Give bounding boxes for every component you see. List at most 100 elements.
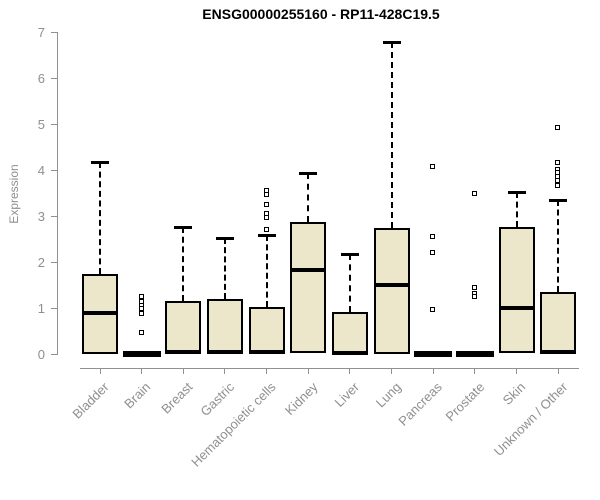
upper-whisker: [307, 173, 310, 222]
upper-whisker: [557, 199, 560, 292]
upper-whisker: [182, 227, 185, 302]
outlier-point: [263, 226, 269, 232]
outlier-point: [138, 293, 144, 299]
x-tick-label: Prostate: [442, 379, 487, 425]
x-tick-label: Hematopoietic cells: [188, 379, 279, 470]
outlier-point: [263, 187, 269, 193]
outlier-point: [471, 293, 477, 299]
box-Hematopoietic cells: [248, 307, 285, 354]
upper-whisker: [99, 162, 101, 274]
outlier-point: [471, 190, 477, 196]
collapsed-box-Prostate: [455, 351, 494, 357]
y-tick-label: 1: [37, 301, 45, 316]
chart-title: ENSG00000255160 - RP11-428C19.5: [202, 6, 440, 22]
box-Gastric: [206, 298, 243, 354]
x-tick-label: Liver: [331, 379, 362, 410]
y-tick: [51, 261, 57, 263]
collapsed-box-Brain: [122, 351, 161, 357]
upper-whisker-cap: [215, 237, 234, 241]
outlier-point: [263, 201, 269, 207]
upper-whisker-cap: [340, 253, 359, 257]
x-tick-label: Gastric: [197, 379, 237, 420]
outlier-point: [263, 215, 269, 221]
outlier-point: [555, 183, 561, 189]
x-tick: [141, 368, 143, 374]
median-line: [290, 267, 327, 272]
outlier-point: [263, 192, 269, 198]
box-Lung: [373, 227, 410, 354]
outlier-point: [138, 329, 144, 335]
y-tick-label: 3: [37, 209, 45, 224]
median-line: [206, 350, 243, 355]
x-tick: [391, 368, 393, 374]
upper-whisker: [348, 254, 351, 313]
outlier-point: [430, 234, 436, 240]
upper-whisker: [223, 238, 226, 299]
x-tick: [266, 368, 268, 374]
box-Skin: [498, 227, 535, 354]
x-tick: [516, 368, 518, 374]
outlier-point: [430, 306, 436, 312]
outlier-point: [430, 249, 436, 255]
x-tick: [474, 368, 476, 374]
collapsed-box-Pancreas: [414, 351, 453, 357]
outlier-point: [471, 285, 477, 291]
y-tick: [51, 215, 57, 217]
upper-whisker-cap: [174, 226, 193, 230]
y-tick-label: 2: [37, 255, 45, 270]
box-Liver: [331, 312, 368, 354]
x-tick: [307, 368, 309, 374]
x-tick-label: Bladder: [69, 379, 112, 422]
x-tick-label: Kidney: [281, 379, 321, 419]
x-tick: [99, 368, 101, 374]
y-tick-label: 5: [37, 117, 45, 132]
outlier-point: [555, 178, 561, 184]
upper-whisker: [390, 42, 393, 228]
outlier-point: [263, 210, 269, 216]
median-line: [82, 311, 118, 316]
median-line: [165, 350, 202, 355]
y-tick: [51, 353, 57, 355]
upper-whisker-cap: [549, 198, 568, 202]
x-tick: [432, 368, 434, 374]
upper-whisker-cap: [91, 161, 109, 165]
y-axis-line: [57, 32, 58, 355]
x-tick-label: Breast: [158, 379, 196, 417]
outlier-point: [430, 163, 436, 169]
x-tick: [182, 368, 184, 374]
median-line: [540, 350, 577, 355]
upper-whisker-cap: [299, 172, 318, 176]
outlier-point: [555, 125, 561, 131]
box-Kidney: [290, 221, 327, 354]
upper-whisker-cap: [507, 191, 526, 195]
outlier-point: [555, 160, 561, 166]
box-Breast: [165, 301, 202, 354]
outlier-point: [138, 310, 144, 316]
median-line: [373, 283, 410, 287]
y-tick: [51, 123, 57, 125]
y-tick: [51, 77, 57, 79]
x-tick-label: Pancreas: [395, 379, 446, 429]
y-tick-label: 4: [37, 163, 45, 178]
x-tick: [224, 368, 226, 374]
upper-whisker-cap: [382, 41, 401, 45]
upper-whisker: [515, 192, 518, 228]
y-tick: [51, 307, 57, 309]
y-tick-label: 0: [37, 347, 45, 362]
y-tick: [51, 169, 57, 171]
y-tick-label: 6: [37, 71, 45, 86]
box-Unknown / Other: [540, 291, 577, 354]
x-tick: [349, 368, 351, 374]
x-axis-line: [80, 368, 579, 369]
upper-whisker: [265, 234, 268, 308]
median-line: [331, 350, 368, 355]
x-tick-label: Lung: [372, 379, 404, 411]
median-line: [248, 350, 285, 355]
y-tick-label: 7: [37, 25, 45, 40]
x-tick: [557, 368, 559, 374]
upper-whisker-cap: [257, 233, 276, 237]
median-line: [498, 306, 535, 310]
x-tick-label: Skin: [500, 379, 529, 408]
